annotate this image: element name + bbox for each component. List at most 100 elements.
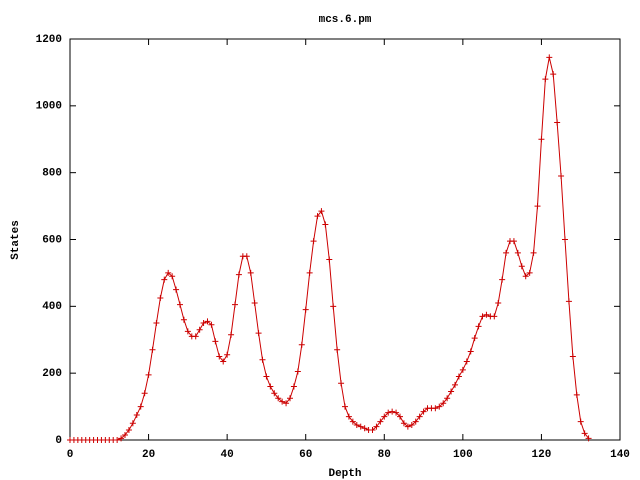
point-marker <box>141 390 148 397</box>
point-marker <box>452 381 458 388</box>
point-marker <box>216 353 223 360</box>
point-marker <box>526 269 533 276</box>
point-marker <box>165 269 172 276</box>
point-marker <box>573 391 580 398</box>
point-marker <box>432 405 439 412</box>
x-tick-label: 120 <box>532 449 552 461</box>
point-marker <box>212 338 219 345</box>
point-marker <box>184 328 191 335</box>
point-marker <box>345 413 352 420</box>
x-tick-label: 100 <box>453 449 473 461</box>
point-marker <box>499 276 506 283</box>
point-marker <box>133 411 140 418</box>
point-marker <box>267 383 274 390</box>
point-marker <box>522 273 529 280</box>
point-marker <box>161 276 168 283</box>
y-tick-label: 0 <box>55 435 62 447</box>
y-tick-label: 400 <box>42 301 62 313</box>
point-marker <box>550 71 557 78</box>
x-axis-label: Depth <box>328 468 361 480</box>
point-marker <box>322 221 329 228</box>
point-marker <box>581 430 588 437</box>
point-marker <box>562 236 568 243</box>
point-marker <box>357 423 364 430</box>
point-marker <box>145 371 152 378</box>
point-marker <box>569 353 576 360</box>
point-marker <box>369 426 376 433</box>
point-marker <box>294 368 301 375</box>
point-marker <box>483 311 490 318</box>
x-tick-label: 40 <box>221 449 234 461</box>
x-tick-label: 0 <box>67 449 74 461</box>
point-marker <box>503 249 510 256</box>
point-marker <box>173 286 180 293</box>
chart-title: mcs.6.pm <box>319 14 372 26</box>
point-marker <box>228 331 235 338</box>
point-marker <box>393 409 400 416</box>
point-marker <box>114 437 121 443</box>
point-marker <box>440 400 447 407</box>
point-marker <box>436 403 443 410</box>
point-marker <box>463 358 470 365</box>
point-marker <box>475 323 482 330</box>
point-marker <box>149 346 156 353</box>
point-marker <box>404 423 411 430</box>
point-marker <box>235 271 242 278</box>
point-marker <box>263 373 270 380</box>
point-marker <box>326 256 333 263</box>
point-marker <box>558 173 565 180</box>
point-marker <box>157 294 164 301</box>
point-marker <box>287 395 293 402</box>
point-marker <box>232 301 238 308</box>
point-marker <box>412 418 419 425</box>
point-marker <box>546 54 553 61</box>
point-marker <box>416 413 423 420</box>
point-marker <box>444 395 451 402</box>
point-marker <box>381 413 388 420</box>
point-marker <box>361 425 368 432</box>
y-tick-label: 1200 <box>36 34 62 46</box>
point-marker <box>455 373 462 380</box>
point-marker <box>224 351 231 358</box>
point-marker <box>290 383 297 390</box>
point-marker <box>122 431 128 438</box>
point-marker <box>538 136 545 143</box>
y-tick-label: 600 <box>42 234 62 246</box>
point-marker <box>554 119 561 126</box>
point-marker <box>314 213 321 220</box>
data-line <box>70 57 589 441</box>
point-marker <box>318 208 325 215</box>
point-marker <box>565 298 572 305</box>
point-marker <box>243 253 250 260</box>
x-tick-label: 20 <box>142 449 155 461</box>
point-marker <box>471 335 478 342</box>
point-marker <box>298 341 305 348</box>
y-axis-label: States <box>10 220 22 260</box>
point-marker <box>169 273 176 280</box>
point-marker <box>283 400 290 407</box>
point-marker <box>310 238 317 245</box>
point-marker <box>153 320 160 327</box>
point-marker <box>400 420 407 427</box>
point-marker <box>137 403 144 410</box>
point-marker <box>204 318 211 325</box>
point-marker <box>334 346 341 353</box>
point-marker <box>259 356 266 363</box>
point-marker <box>353 421 360 428</box>
point-marker <box>491 313 498 320</box>
point-marker <box>306 269 313 276</box>
point-marker <box>448 388 455 395</box>
point-marker <box>479 313 486 320</box>
point-marker <box>408 421 415 428</box>
point-marker <box>420 408 427 415</box>
point-marker <box>349 418 356 425</box>
point-marker <box>389 408 396 415</box>
y-tick-label: 1000 <box>36 101 62 113</box>
point-marker <box>397 413 403 420</box>
point-marker <box>530 249 537 256</box>
point-marker <box>510 238 517 245</box>
point-marker <box>118 435 125 442</box>
point-marker <box>247 269 254 276</box>
point-marker <box>220 358 227 365</box>
